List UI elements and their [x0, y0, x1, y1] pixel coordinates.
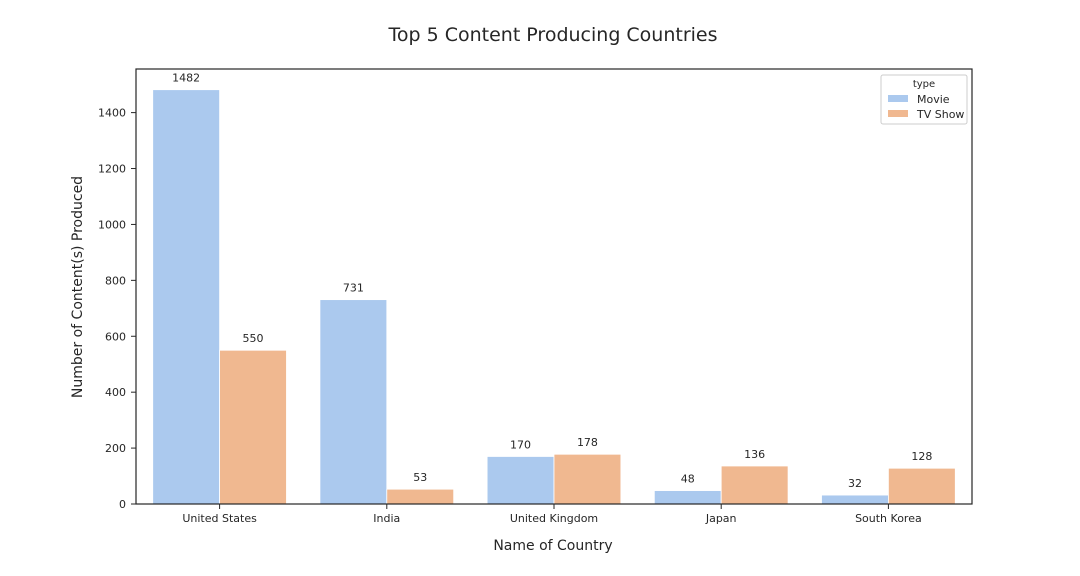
- y-tick-label: 0: [119, 498, 126, 511]
- data-label-tv-show-united-states: 550: [243, 332, 264, 345]
- data-label-movie-india: 731: [343, 282, 364, 295]
- data-label-tv-show-india: 53: [413, 471, 427, 484]
- x-axis-label: Name of Country: [493, 538, 612, 554]
- bar-movie-united-kingdom: [486, 456, 555, 505]
- y-tick-label: 400: [105, 386, 126, 399]
- data-label-movie-japan: 48: [681, 473, 695, 486]
- y-tick-label: 800: [105, 274, 126, 287]
- y-tick-label: 1000: [98, 218, 126, 231]
- data-labels: 1482 550 731 53 170 178 48 136 32 128: [172, 72, 932, 490]
- x-tick-label: South Korea: [855, 512, 922, 525]
- legend-label-tv-show: TV Show: [916, 108, 964, 121]
- legend-swatch-tv-show: [888, 110, 908, 117]
- bar-movie-united-states: [152, 89, 220, 505]
- x-axis-ticks: United States India United Kingdom Japan Sou…: [182, 504, 922, 525]
- x-tick-label: United States: [182, 512, 257, 525]
- data-label-movie-south-korea: 32: [848, 477, 862, 490]
- bar-movie-india: [319, 299, 388, 505]
- bar-tv-show-united-kingdom: [553, 453, 622, 505]
- y-tick-label: 600: [105, 330, 126, 343]
- legend-title: type: [913, 79, 935, 90]
- legend-label-movie: Movie: [917, 93, 950, 106]
- y-tick-label: 1400: [98, 107, 126, 120]
- x-tick-label: Japan: [705, 512, 737, 525]
- y-tick-label: 200: [105, 442, 126, 455]
- y-axis-ticks: 0 200 400 600 800 1000 1200 1400: [98, 107, 136, 511]
- data-label-tv-show-japan: 136: [744, 448, 765, 461]
- x-tick-label: India: [373, 512, 400, 525]
- y-axis-label: Number of Content(s) Produced: [70, 176, 86, 398]
- bar-tv-show-south-korea: [888, 467, 956, 505]
- bar-tv-show-india: [386, 488, 455, 505]
- bars-layer: [152, 89, 956, 505]
- data-label-movie-united-kingdom: 170: [510, 438, 531, 451]
- y-tick-label: 1200: [98, 163, 126, 176]
- data-label-movie-united-states: 1482: [172, 72, 200, 85]
- data-label-tv-show-south-korea: 128: [911, 450, 932, 463]
- bar-movie-south-korea: [821, 494, 889, 505]
- bar-movie-japan: [653, 490, 722, 505]
- legend-items: Movie TV Show: [888, 93, 964, 121]
- chart-title: Top 5 Content Producing Countries: [387, 24, 717, 46]
- bar-tv-show-japan: [720, 465, 789, 505]
- bar-tv-show-united-states: [219, 349, 287, 505]
- legend: type Movie TV Show: [880, 74, 968, 125]
- data-label-tv-show-united-kingdom: 178: [577, 436, 598, 449]
- legend-swatch-movie: [888, 95, 908, 102]
- x-tick-label: United Kingdom: [510, 512, 598, 525]
- plot-frame: [135, 68, 973, 505]
